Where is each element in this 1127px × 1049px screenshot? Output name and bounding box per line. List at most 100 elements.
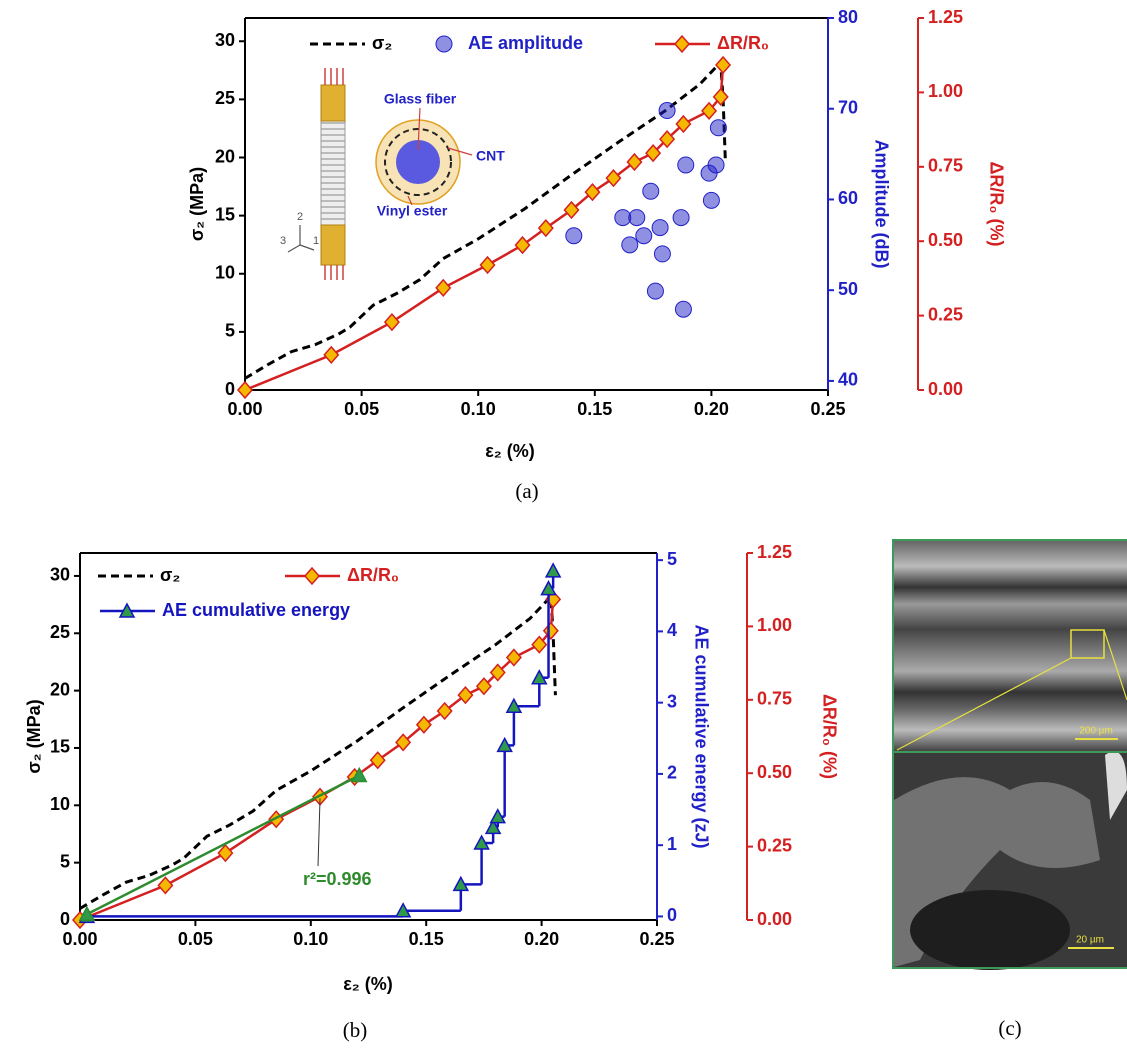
scale-bar-label: 20 µm [1076,935,1104,946]
legend-label: AE amplitude [468,33,583,53]
series-line [79,593,557,910]
y-tick-label: 0 [225,379,235,399]
marker [540,580,557,596]
y2-tick-label: 1 [667,834,677,854]
marker [537,218,554,238]
y2-tick-label: 2 [667,763,677,783]
y2-tick-label: 40 [838,370,858,390]
marker [645,143,662,163]
y3-tick-label: 1.25 [928,7,963,27]
y2-tick-label: 70 [838,97,858,117]
marker [701,101,718,120]
marker [712,87,729,107]
legend-marker [304,566,320,586]
marker [473,834,490,850]
marker [435,278,452,298]
marker [626,152,643,172]
annotation: r²=0.996 [303,869,372,889]
x-tick-label: 0.10 [461,399,496,419]
inset-label: Glass fiber [384,91,457,107]
marker [531,635,548,654]
marker [457,685,474,705]
marker [646,282,664,300]
y3-tick-label: 0.25 [757,835,792,855]
marker [677,156,695,174]
y-tick-label: 15 [215,204,235,224]
inset-axis-label: 1 [313,235,319,247]
y-tick-label: 10 [215,263,235,283]
x-tick-label: 0.25 [639,929,674,949]
y3-tick-label: 0.75 [928,156,963,176]
micrograph-panel [892,539,1127,970]
marker [351,766,368,783]
y-tick-label: 10 [50,794,70,814]
y3-tick-label: 1.25 [757,542,792,562]
marker [452,875,470,892]
y-tick-label: 30 [215,30,235,50]
marker [157,876,174,895]
y3-tick-label: 1.00 [928,81,963,101]
annotation-leader [317,798,321,867]
marker [383,313,400,332]
legend-label: AE cumulative energy [162,600,350,620]
marker [659,129,676,149]
x-tick-label: 0.05 [178,929,213,949]
marker [415,715,432,734]
marker [217,843,234,863]
marker [395,733,412,752]
legend-label: ΔR/R₀ [347,565,399,585]
marker [489,663,506,682]
marker [672,209,690,227]
panel-caption: (b) [343,1018,368,1042]
x-axis-label: ε₂ (%) [485,441,535,461]
y-tick-label: 20 [215,146,235,166]
y3-tick-label: 0.50 [928,230,963,250]
y3-tick-label: 0.75 [757,689,792,709]
marker [323,345,340,365]
marker [436,701,453,721]
marker [544,562,562,578]
marker [484,818,502,835]
y3-tick-label: 0.50 [757,762,792,782]
marker [565,227,583,245]
marker [514,235,531,255]
marker [621,236,639,254]
marker [702,191,720,209]
marker [496,736,513,753]
inset-axis-label: 2 [297,211,303,223]
legend-marker [118,602,136,618]
marker [78,905,96,922]
legend-label: ΔR/R₀ [717,33,769,53]
series-line [244,58,727,380]
marker [653,245,671,263]
y3-tick-label: 0.00 [928,379,963,399]
y3-axis-label: ΔR/R₀ (%) [819,694,839,779]
marker [605,168,622,188]
marker [505,697,523,713]
y2-tick-label: 5 [667,549,677,569]
y2-axis-label: AE cumulative energy (zJ) [691,624,711,848]
x-tick-label: 0.20 [694,399,729,419]
series-line [86,774,360,916]
y-tick-label: 25 [215,88,235,108]
legend-label: σ₂ [372,33,392,53]
marker [584,182,601,202]
y3-tick-label: 1.00 [757,615,792,635]
y-axis-label: σ₂ (MPa) [24,699,44,773]
y-tick-label: 15 [50,737,70,757]
y3-axis-label: ΔR/R₀ (%) [986,161,1006,246]
x-tick-label: 0.05 [344,399,379,419]
y2-tick-label: 80 [838,7,858,27]
marker [675,114,692,134]
marker [651,219,669,237]
marker [475,677,492,696]
inset-label: Vinyl ester [377,203,448,219]
y-tick-label: 30 [50,565,70,585]
marker [642,182,660,200]
specimen-schematic [287,68,473,280]
y2-tick-label: 50 [838,279,858,299]
marker [635,227,653,245]
marker [394,902,412,918]
y3-tick-label: 0.00 [757,909,792,929]
